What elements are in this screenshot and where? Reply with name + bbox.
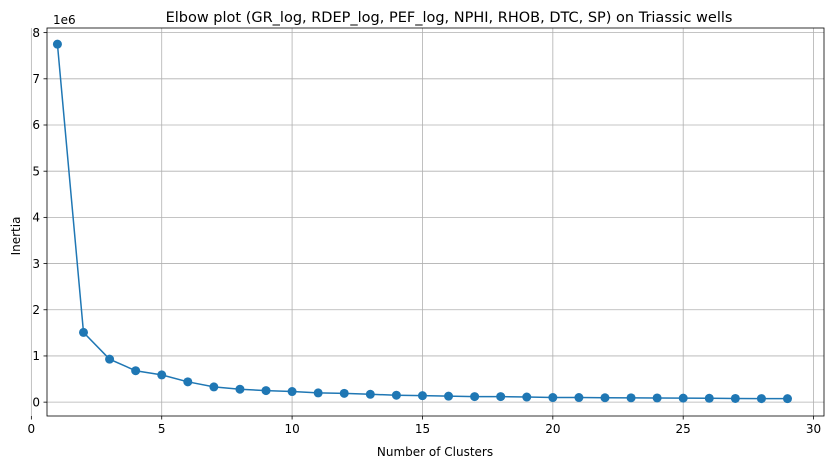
data-point: [365, 389, 375, 399]
data-point: [548, 393, 558, 403]
data-point: [782, 394, 792, 404]
y-tick-label: 5: [32, 164, 40, 178]
data-point: [391, 390, 401, 400]
y-tick-label: 4: [32, 211, 40, 225]
data-point: [417, 391, 427, 401]
x-tick-label: 25: [676, 422, 691, 436]
x-tick-label: 0: [28, 422, 36, 436]
y-tick-label: 3: [32, 257, 40, 271]
data-point: [79, 327, 89, 337]
y-tick-label: 2: [32, 303, 40, 317]
x-tick-label: 10: [284, 422, 299, 436]
data-point: [470, 392, 480, 402]
data-point: [105, 354, 115, 364]
data-point: [678, 393, 688, 403]
data-point: [756, 394, 766, 404]
data-point: [730, 393, 740, 403]
data-point: [235, 384, 245, 394]
plot-frame: [46, 27, 825, 417]
x-tick-label: 15: [415, 422, 430, 436]
data-point: [313, 388, 323, 398]
data-point: [183, 377, 193, 387]
y-tick-label: 0: [32, 395, 40, 409]
data-point: [261, 386, 271, 396]
x-tick-label: 5: [158, 422, 166, 436]
x-tick-label: 30: [806, 422, 821, 436]
data-point: [287, 387, 297, 397]
data-point: [496, 392, 506, 402]
data-point: [157, 370, 167, 380]
data-point: [52, 39, 62, 49]
x-axis-label: Number of Clusters: [377, 445, 493, 459]
plot-area: 0 5 10 15 20 25 30 0 1 2 3 4 5 6 7 8: [28, 26, 825, 436]
data-point: [626, 393, 636, 403]
data-point: [339, 388, 349, 398]
y-tick-label: 1: [32, 349, 40, 363]
data-point: [209, 382, 219, 392]
y-tick-label: 6: [32, 118, 40, 132]
data-point: [652, 393, 662, 403]
y-tick-label: 8: [32, 26, 40, 40]
y-axis-label: Inertia: [9, 217, 23, 256]
data-point: [444, 391, 454, 401]
y-offset-label: 1e6: [53, 13, 76, 27]
y-tick-label: 7: [32, 72, 40, 86]
data-point: [704, 393, 714, 403]
data-point: [600, 393, 610, 403]
chart-title: Elbow plot (GR_log, RDEP_log, PEF_log, N…: [166, 10, 733, 26]
data-point: [522, 392, 532, 402]
x-tick-label: 20: [545, 422, 560, 436]
data-point: [574, 393, 584, 403]
data-point: [131, 366, 141, 376]
